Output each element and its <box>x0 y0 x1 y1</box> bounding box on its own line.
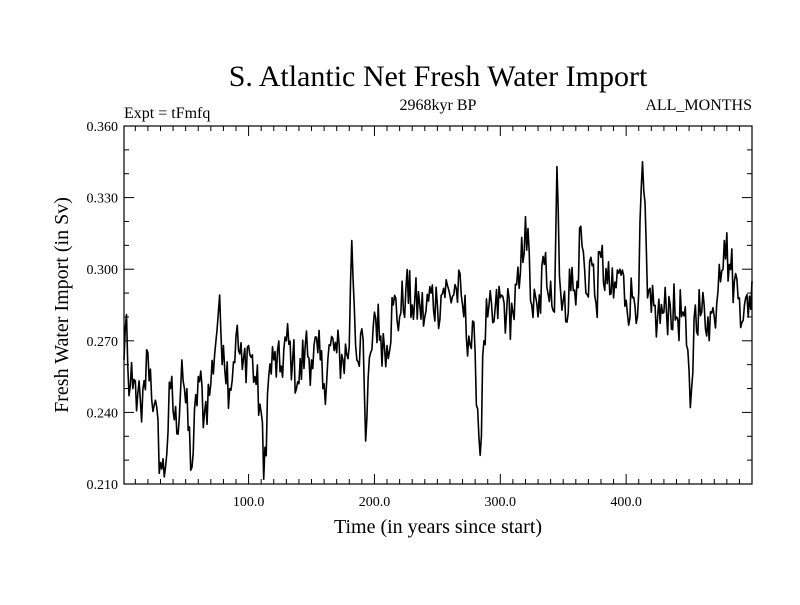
ticks-layer: 100.0 200.0 300.0 400.0 0.210 0.240 0.270 0.300… <box>87 120 752 510</box>
x-tick-label: 200.0 <box>359 495 391 510</box>
subtitle-expt: Expt = tFmfq <box>124 105 210 122</box>
y-tick-label: 0.360 <box>87 120 119 135</box>
x-axis-label: Time (in years since start) <box>334 516 542 538</box>
y-tick-label: 0.210 <box>87 478 119 493</box>
series-layer <box>123 161 753 481</box>
y-tick-label: 0.240 <box>87 406 119 421</box>
subtitle-period: 2968kyr BP <box>400 97 477 114</box>
x-tick-label: 100.0 <box>233 495 265 510</box>
plot-frame <box>123 125 753 485</box>
series-line-fresh-water-import <box>123 161 753 481</box>
chart-title: S. Atlantic Net Fresh Water Import <box>229 60 648 93</box>
x-tick-label: 300.0 <box>485 495 517 510</box>
subtitle-months: ALL_MONTHS <box>645 97 752 114</box>
y-tick-label: 0.330 <box>87 192 119 207</box>
x-tick-label: 400.0 <box>610 495 642 510</box>
y-axis-label: Fresh Water Import (in Sv) <box>51 197 73 413</box>
y-tick-label: 0.300 <box>87 263 119 278</box>
y-tick-label: 0.270 <box>87 335 119 350</box>
